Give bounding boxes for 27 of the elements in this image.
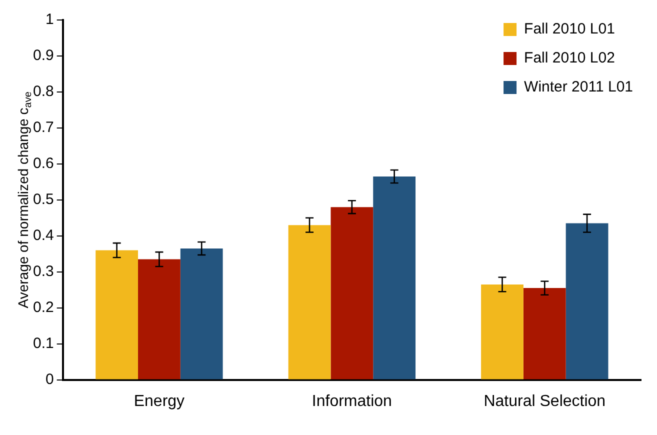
bar	[373, 176, 416, 380]
y-tick-label: 0.5	[32, 191, 54, 208]
y-tick-label: 0.4	[32, 227, 54, 244]
y-tick-label: 0.1	[32, 334, 54, 352]
bar	[481, 284, 524, 380]
y-tick-label: 0	[46, 370, 54, 388]
bar	[523, 288, 566, 380]
y-tick-label: 0.6	[32, 155, 54, 172]
bar	[138, 259, 180, 380]
y-tick-label: 0.2	[32, 298, 54, 316]
y-axis-title: Average of normalized change cave	[14, 91, 34, 308]
y-tick-label: 0.7	[32, 119, 54, 136]
legend-label: Fall 2010 L01	[524, 20, 615, 38]
bar	[330, 207, 374, 380]
x-tick-label: Energy	[134, 392, 185, 410]
y-tick-label: 0.3	[32, 263, 54, 280]
bar	[96, 250, 138, 380]
y-tick-label: 0.8	[32, 83, 54, 100]
legend-label: Winter 2011 L01	[524, 78, 634, 96]
bar	[566, 223, 608, 380]
x-tick-label: Information	[312, 392, 392, 410]
y-tick-label: 0.9	[32, 47, 54, 64]
legend-label: Fall 2010 L02	[524, 50, 615, 67]
y-tick-label: 1	[46, 11, 54, 28]
bar	[180, 248, 223, 380]
x-tick-label: Natural Selection	[484, 392, 606, 410]
bar	[288, 225, 331, 380]
